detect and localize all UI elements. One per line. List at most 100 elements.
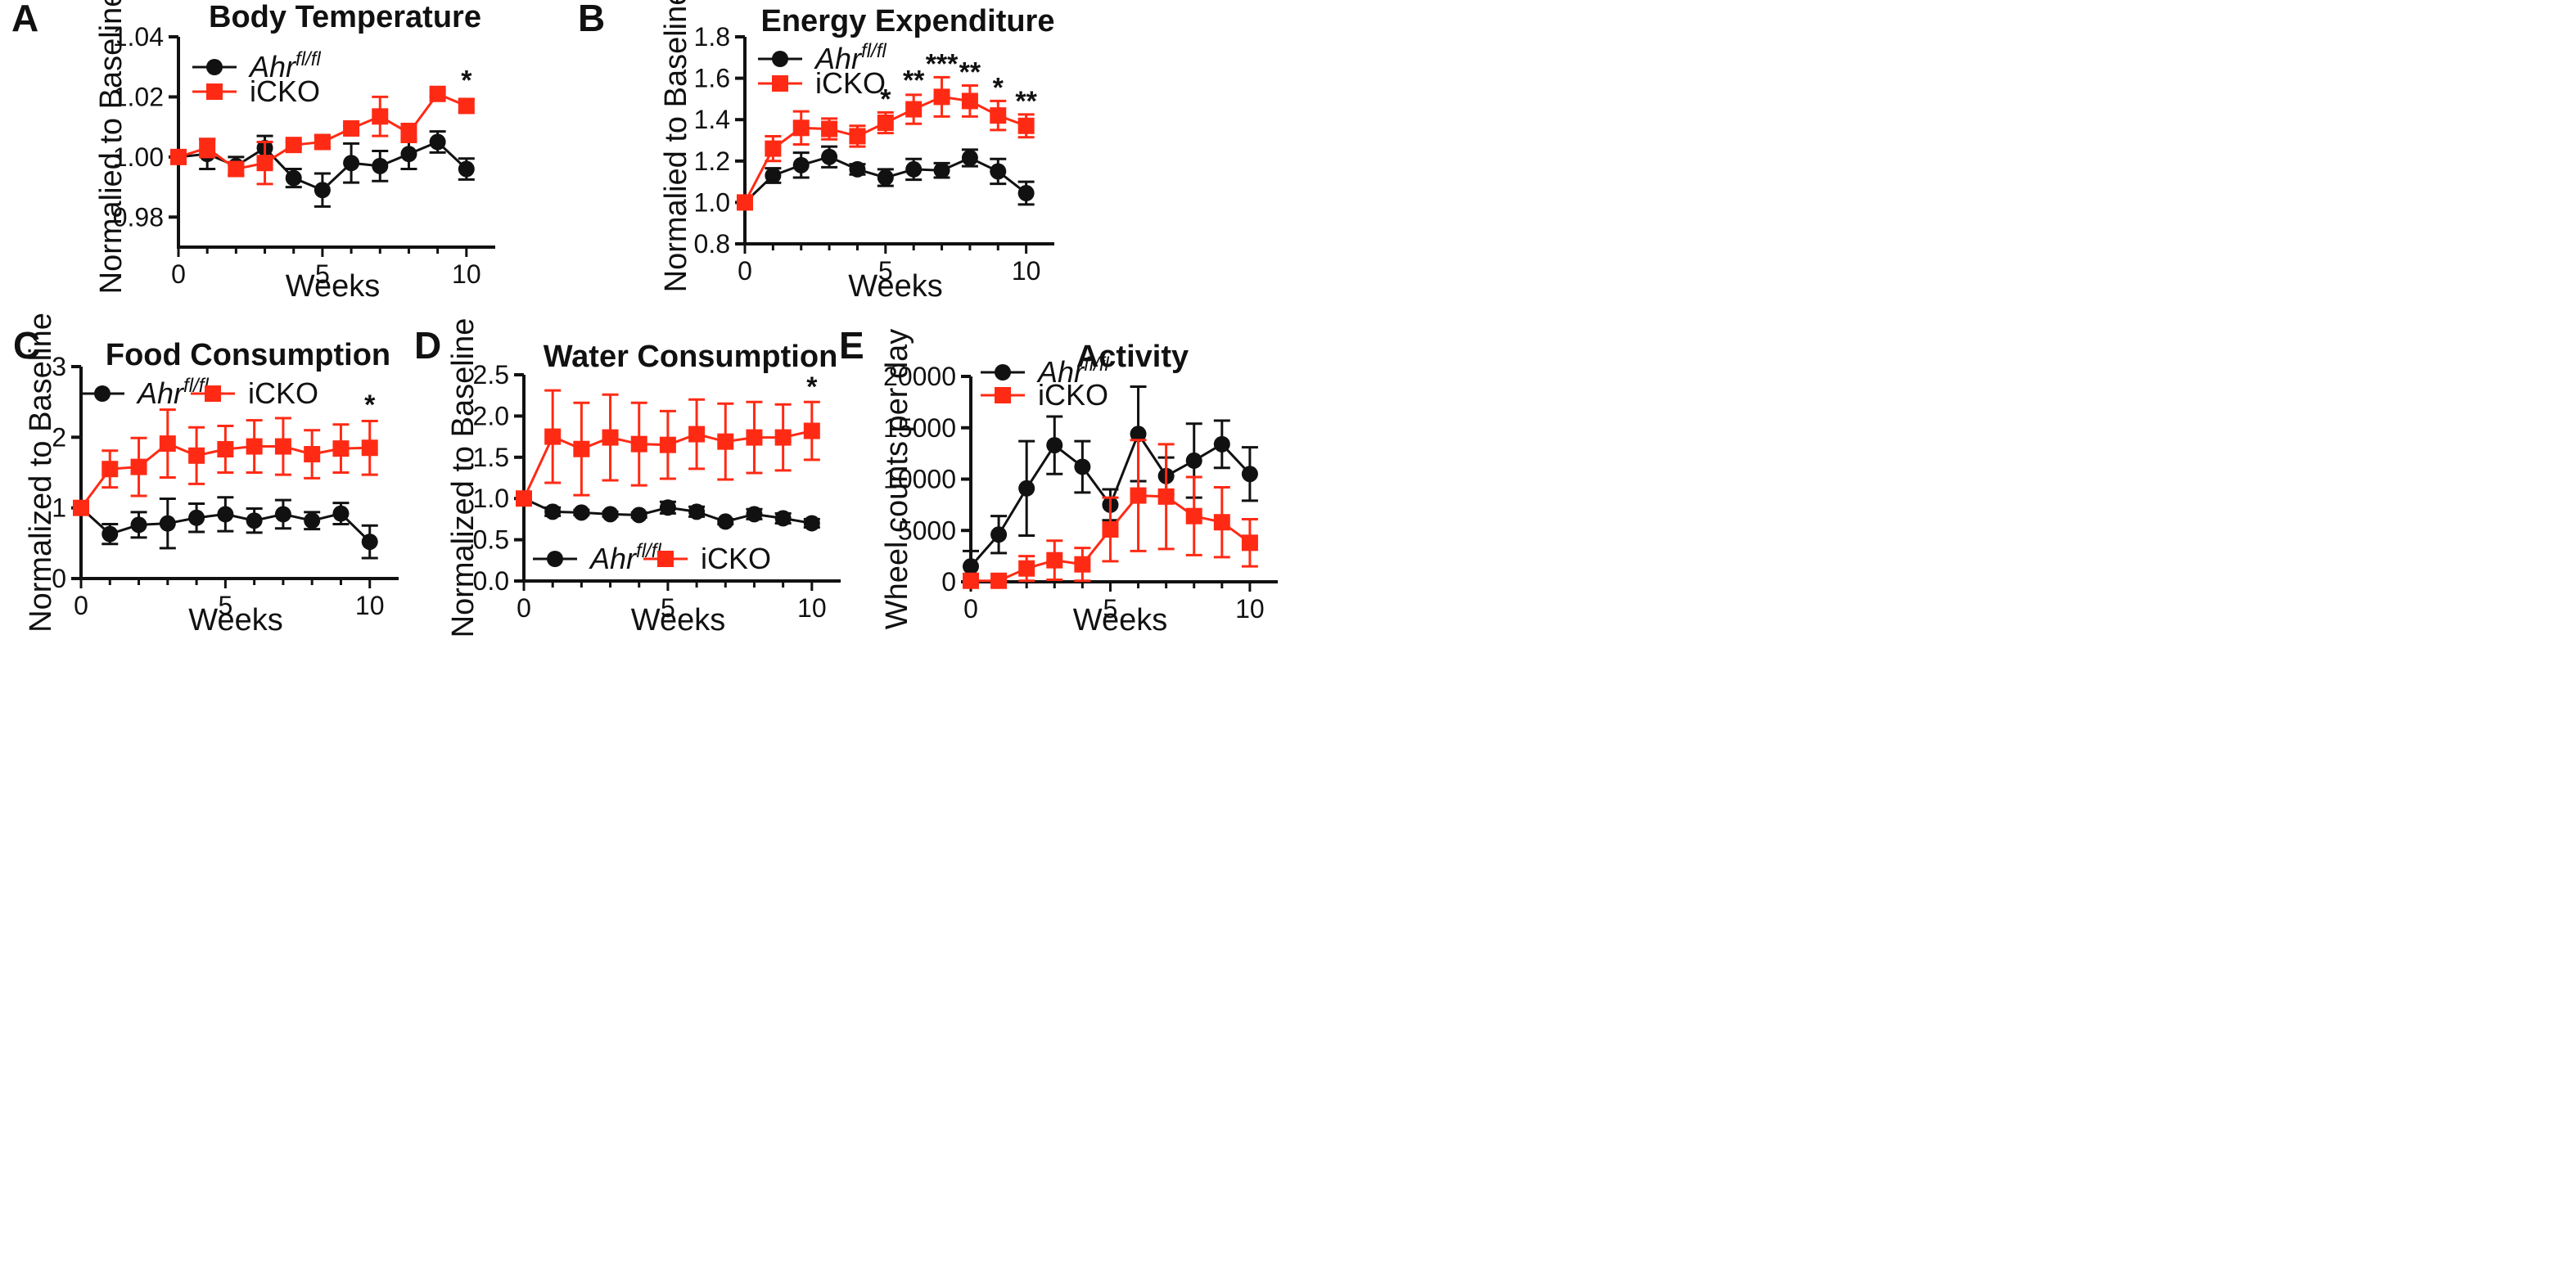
y-tick-label: 1 [52, 493, 66, 523]
x-tick-label: 0 [963, 594, 978, 624]
x-tick-label: 5 [218, 591, 232, 620]
y-tick-label: 0.98 [113, 202, 164, 232]
data-point [246, 512, 263, 529]
data-point [630, 507, 647, 524]
data-point [304, 446, 321, 463]
data-point [602, 429, 619, 446]
y-tick-label: 0.0 [473, 566, 509, 596]
significance-mark: * [880, 83, 891, 115]
y-tick-label: 1.8 [694, 22, 730, 52]
legend-label: iCKO [701, 542, 771, 575]
data-point [1213, 435, 1230, 453]
series-icko [737, 75, 1035, 211]
y-tick-label: 10000 [883, 465, 956, 494]
series-icko [73, 408, 378, 516]
chart-panel-d: D Water Consumption 0.0 0.5 1.0 1.5 2.0 2.5 0 5 10… [414, 318, 841, 638]
x-tick-label: 5 [1103, 594, 1118, 624]
data-point [1074, 458, 1091, 475]
data-point [372, 157, 389, 174]
data-point [821, 120, 838, 137]
data-point [159, 515, 176, 532]
panel-letter: D [414, 324, 441, 367]
x-axis-label: Weeks [188, 603, 282, 637]
data-point [217, 506, 234, 523]
data-point [792, 119, 810, 137]
y-tick-label: 2.0 [473, 401, 509, 430]
legend-label: iCKO [250, 74, 320, 108]
data-point [516, 490, 532, 507]
y-tick-label: 0 [941, 567, 956, 597]
x-tick-label: 10 [797, 593, 827, 623]
chart-panel-c: C Food Consumption 0 1 2 3 0 5 10 Weeks Normalized… [13, 313, 399, 637]
data-point [963, 572, 979, 589]
data-point [990, 107, 1007, 124]
data-point [314, 182, 331, 199]
data-point [1130, 426, 1147, 443]
series-line [178, 92, 467, 171]
data-point [73, 499, 89, 516]
legend-label-name: Ahr [248, 50, 297, 83]
chart-panel-a: A Body Temperature 0.98 1.00 1.02 1.04 0 5 10 Wee… [11, 0, 495, 304]
legend-label: Ahrfl/fl [136, 375, 209, 410]
data-point [429, 85, 446, 102]
x-tick-label: 0 [738, 256, 752, 286]
legend-label-name: Ahr [589, 542, 638, 575]
data-point [332, 505, 350, 522]
y-axis-label: Normalized to Baseline [446, 318, 480, 638]
y-tick-label: 1.6 [694, 64, 730, 93]
data-point [573, 504, 590, 521]
data-point [746, 429, 763, 446]
panel-letter: A [11, 0, 38, 39]
y-tick-label: 20000 [883, 362, 956, 391]
data-point [717, 433, 734, 450]
data-point [688, 503, 706, 520]
legend-marker [205, 385, 221, 402]
data-point [1185, 507, 1202, 525]
y-tick-label: 1.4 [694, 105, 730, 134]
data-point [602, 506, 619, 523]
x-axis-label: Weeks [1073, 603, 1167, 637]
data-point [400, 146, 417, 163]
data-point [304, 512, 321, 529]
data-point [400, 124, 417, 142]
y-tick-label: 1.02 [113, 82, 164, 111]
data-point [274, 438, 291, 455]
data-point [130, 458, 147, 475]
data-point [659, 499, 676, 516]
data-point [659, 436, 676, 453]
data-point [877, 169, 894, 187]
legend-label-name: iCKO [701, 542, 771, 575]
legend-marker [995, 387, 1011, 403]
data-point [877, 114, 894, 131]
chart-title: Water Consumption [544, 340, 838, 374]
data-point [1157, 488, 1175, 505]
data-point [1017, 185, 1035, 202]
y-tick-label: 3 [52, 352, 66, 381]
y-tick-label: 2 [52, 422, 66, 452]
x-tick-label: 0 [171, 259, 186, 289]
data-point [746, 506, 763, 523]
panel-letter: B [578, 0, 605, 39]
data-point [765, 167, 782, 184]
data-point [1241, 534, 1258, 552]
data-point [314, 133, 331, 151]
data-point [961, 92, 978, 110]
x-tick-label: 5 [661, 593, 675, 623]
significance-mark: ** [1015, 86, 1037, 117]
significance-mark: ** [959, 56, 981, 88]
chart-title: Energy Expenditure [761, 4, 1055, 38]
data-point [188, 447, 205, 464]
data-point [774, 510, 792, 527]
y-tick-label: 0.5 [473, 525, 509, 555]
legend-label-superscript: fl/fl [861, 40, 886, 62]
x-tick-label: 10 [355, 591, 385, 620]
legend-label-name: iCKO [1038, 378, 1108, 412]
legend-label-name: Ahr [814, 42, 863, 75]
data-point [285, 169, 302, 187]
data-point [990, 572, 1008, 589]
data-point [1018, 480, 1035, 497]
data-point [933, 88, 950, 106]
